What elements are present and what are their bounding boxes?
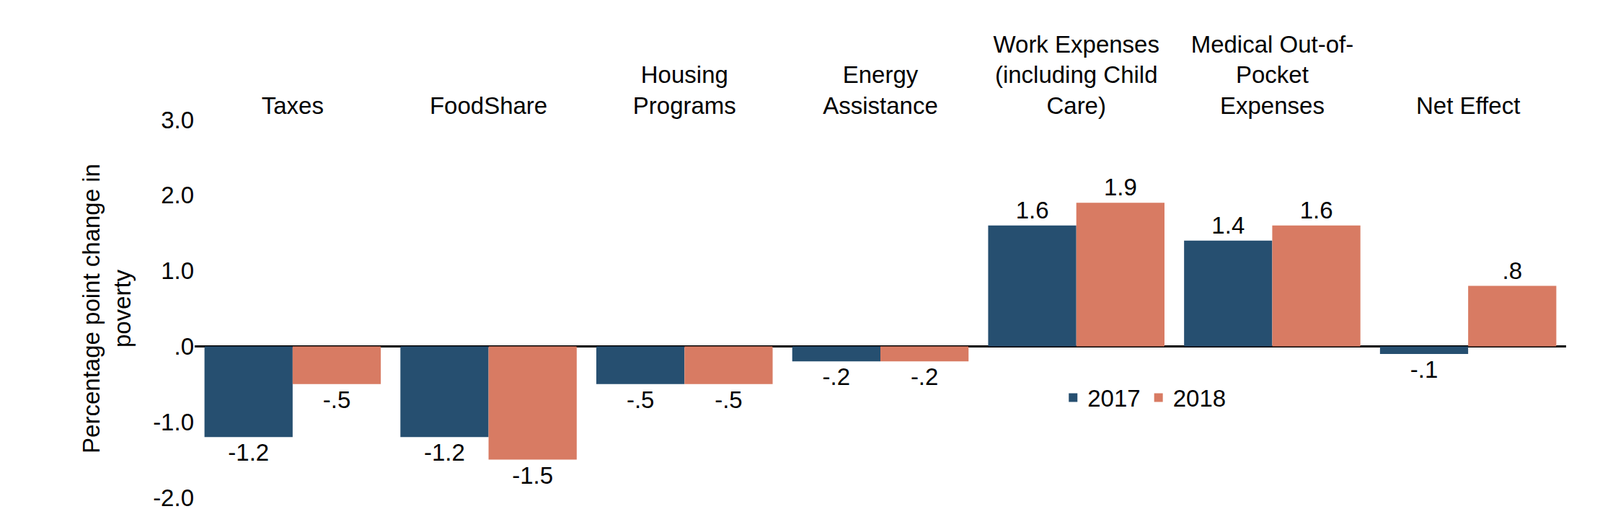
svg-text:-1.2: -1.2 bbox=[423, 439, 466, 466]
svg-text:Work Expenses(including ChildC: Work Expenses(including ChildCare) bbox=[992, 31, 1159, 120]
svg-text:-.2: -.2 bbox=[910, 363, 939, 391]
svg-text:.8: .8 bbox=[1502, 257, 1523, 285]
svg-text:-.5: -.5 bbox=[323, 386, 352, 414]
svg-text:1.4: 1.4 bbox=[1211, 211, 1245, 239]
svg-text:1.6: 1.6 bbox=[1015, 196, 1050, 224]
svg-text:-1.0: -1.0 bbox=[152, 408, 194, 436]
svg-text:.0: .0 bbox=[173, 333, 194, 360]
svg-text:FoodShare: FoodShare bbox=[429, 92, 548, 119]
svg-text:-.5: -.5 bbox=[714, 386, 743, 414]
svg-text:-.2: -.2 bbox=[822, 363, 851, 391]
svg-text:-.5: -.5 bbox=[626, 386, 655, 414]
svg-text:Net Effect: Net Effect bbox=[1416, 92, 1520, 119]
svg-text:1.0: 1.0 bbox=[160, 257, 194, 285]
svg-text:-1.2: -1.2 bbox=[227, 439, 269, 466]
svg-text:-2.0: -2.0 bbox=[152, 484, 194, 512]
svg-text:Percentage point change inpove: Percentage point change inpoverty bbox=[77, 163, 136, 454]
svg-text:3.0: 3.0 bbox=[160, 106, 194, 134]
svg-text:2.0: 2.0 bbox=[160, 181, 194, 209]
svg-text:1.6: 1.6 bbox=[1300, 196, 1334, 224]
svg-text:Taxes: Taxes bbox=[261, 92, 324, 119]
svg-text:-1.5: -1.5 bbox=[511, 462, 554, 489]
svg-text:2018: 2018 bbox=[1173, 385, 1226, 412]
svg-text:2017: 2017 bbox=[1087, 385, 1140, 412]
svg-text:Medical Out-of-PocketExpenses: Medical Out-of-PocketExpenses bbox=[1191, 31, 1355, 120]
svg-text:EnergyAssistance: EnergyAssistance bbox=[822, 61, 939, 119]
svg-text:-.1: -.1 bbox=[1410, 356, 1439, 383]
svg-text:1.9: 1.9 bbox=[1103, 173, 1138, 201]
svg-text:HousingPrograms: HousingPrograms bbox=[633, 61, 737, 119]
